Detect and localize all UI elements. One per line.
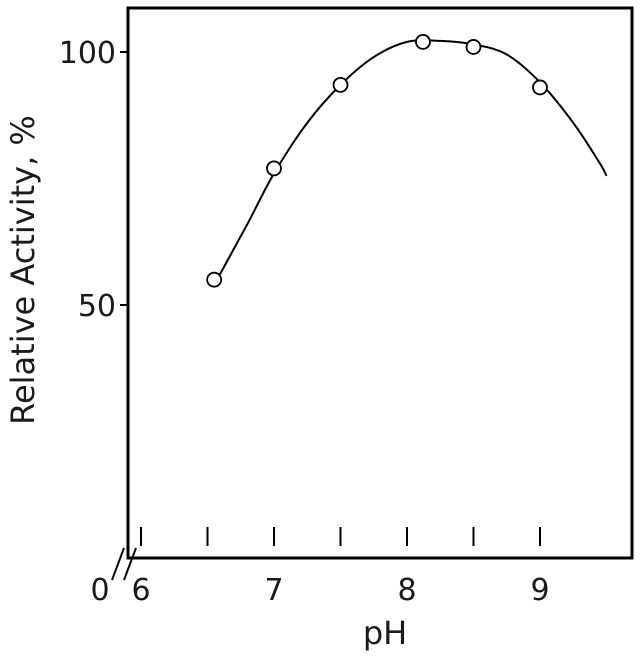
y-tick-label: 100	[59, 36, 116, 71]
data-point	[415, 33, 431, 50]
data-points	[206, 33, 548, 288]
origin-label: 0	[90, 573, 109, 608]
x-axis-ticks: 6 7 8 9	[131, 527, 550, 608]
x-tick-label: 8	[397, 573, 416, 608]
y-axis-title: Relative Activity, %	[4, 115, 42, 425]
data-point	[465, 39, 482, 55]
data-point	[266, 160, 282, 177]
axis-break-slash	[111, 547, 125, 581]
x-axis-title: pH	[363, 614, 407, 652]
data-point	[332, 76, 349, 93]
x-tick-label: 7	[264, 573, 283, 608]
y-axis-ticks: 50 100	[59, 36, 128, 324]
axis-break-marks	[111, 547, 137, 581]
x-tick-label: 6	[131, 573, 150, 608]
y-tick-label: 50	[78, 289, 116, 324]
axis-break-slash	[123, 547, 137, 581]
plot-frame	[126, 6, 634, 560]
data-point	[532, 79, 548, 96]
x-tick-label: 9	[530, 573, 549, 608]
data-point	[206, 271, 223, 288]
